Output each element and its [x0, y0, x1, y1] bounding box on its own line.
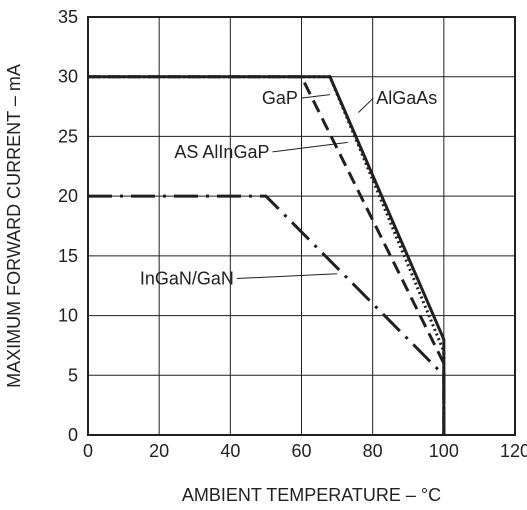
x-tick-label: 20	[149, 441, 169, 461]
tick-labels: 0 20 40 60 80 100 120 0 5 10 15 20 25 30 35	[58, 7, 527, 461]
series-layer	[88, 75, 446, 435]
x-tick-label: 0	[83, 441, 93, 461]
y-tick-label: 20	[58, 186, 78, 206]
series-annotation: InGaN/GaN	[140, 269, 234, 289]
series-line-algaas	[88, 75, 446, 435]
series-annotation: AS AlInGaP	[174, 142, 269, 162]
series-annotation: AlGaAs	[376, 88, 437, 108]
y-tick-label: 15	[58, 246, 78, 266]
x-tick-label: 120	[500, 441, 527, 461]
series-line-ingan-gan	[88, 194, 446, 435]
y-tick-label: 10	[58, 306, 78, 326]
series-annotation: GaP	[262, 88, 298, 108]
annotation-leader-line	[358, 97, 374, 113]
y-tick-label: 30	[58, 67, 78, 87]
y-tick-label: 0	[68, 425, 78, 445]
grid	[88, 17, 515, 435]
annotation-leader-line	[236, 273, 338, 280]
x-axis-label: AMBIENT TEMPERATURE – °C	[182, 485, 441, 505]
y-tick-label: 25	[58, 126, 78, 146]
y-tick-label: 5	[68, 365, 78, 385]
x-tick-label: 100	[429, 441, 459, 461]
y-axis-label: MAXIMUM FORWARD CURRENT – mA	[4, 64, 24, 388]
x-tick-label: 40	[220, 441, 240, 461]
y-tick-label: 35	[58, 7, 78, 27]
annotations: GaP AlGaAs AS AlInGaP InGaN/GaN	[140, 88, 437, 288]
annotation-leader-line	[300, 94, 331, 99]
x-tick-label: 80	[363, 441, 383, 461]
x-tick-label: 60	[291, 441, 311, 461]
annotation-leader-line	[272, 141, 348, 153]
plot-frame	[87, 16, 516, 436]
